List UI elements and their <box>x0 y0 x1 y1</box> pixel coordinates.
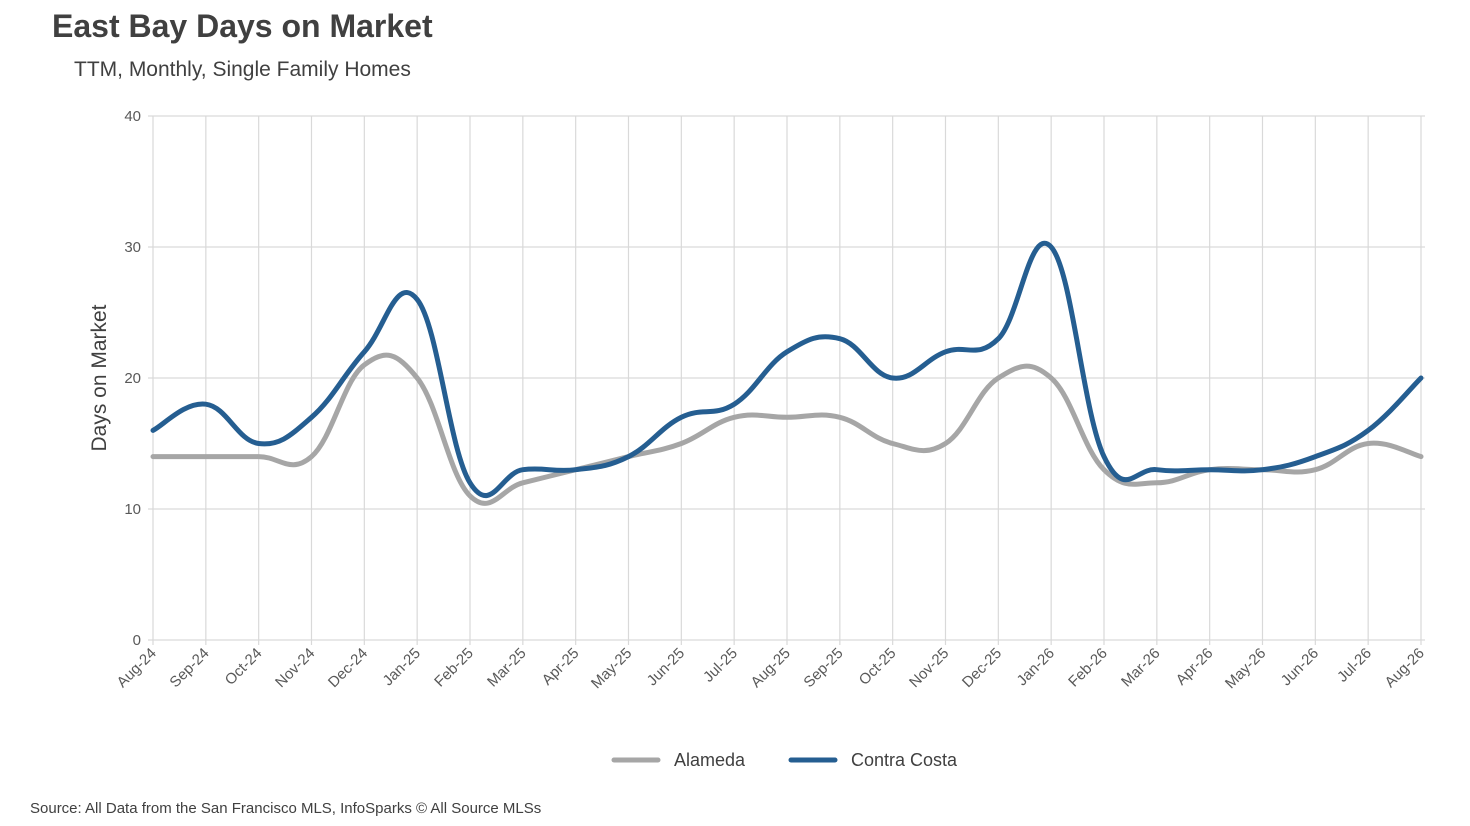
x-tick-label: Jun-26 <box>1278 645 1322 689</box>
series-line-contra-costa <box>150 241 1424 499</box>
x-tick-label: Jun-25 <box>644 645 688 689</box>
x-tick-label: Mar-25 <box>484 645 530 691</box>
y-tick-labels: 0 10 20 30 40 <box>124 108 141 649</box>
x-tick-label: Dec-24 <box>325 645 371 691</box>
x-tick-label: Jan-25 <box>380 645 424 689</box>
x-tick-labels: Aug-24 Sep-24 Oct-24 Nov-24 Dec-24 Jan-25 Feb-… <box>114 645 1428 692</box>
x-tick-label: Apr-26 <box>1173 645 1217 689</box>
chart-subtitle: TTM, Monthly, Single Family Homes <box>74 58 411 81</box>
x-tick-label: Aug-25 <box>748 645 794 691</box>
y-tick-label: 20 <box>124 370 141 387</box>
legend-label-contra-costa: Contra Costa <box>851 750 958 770</box>
y-tick-label: 40 <box>124 108 141 125</box>
legend-label-alameda: Alameda <box>674 750 746 770</box>
x-tick-label: Feb-25 <box>431 645 477 691</box>
x-tick-label: Jul-26 <box>1334 645 1375 686</box>
x-tick-label: Mar-26 <box>1118 645 1164 691</box>
line-chart: 0 10 20 30 40 Aug-24 Sep-24 Oct-24 Nov-24 Dec-24… <box>88 108 1428 770</box>
x-tick-label: May-25 <box>588 645 635 692</box>
x-tick-label: Apr-25 <box>539 645 583 689</box>
chart-title: East Bay Days on Market <box>52 8 433 44</box>
grid-lines <box>148 115 1425 645</box>
x-tick-label: Nov-24 <box>272 645 318 691</box>
x-tick-label: Sep-25 <box>800 645 846 691</box>
series-lines <box>150 241 1424 506</box>
x-tick-label: Aug-24 <box>114 645 160 691</box>
y-axis-title: Days on Market <box>88 304 111 451</box>
x-tick-label: Feb-26 <box>1065 645 1111 691</box>
x-tick-label: Jul-25 <box>700 645 741 686</box>
y-tick-label: 30 <box>124 239 141 256</box>
x-tick-label: Jan-26 <box>1014 645 1058 689</box>
y-tick-label: 0 <box>133 632 141 649</box>
x-tick-label: Oct-25 <box>856 645 900 689</box>
x-tick-label: Dec-25 <box>959 645 1005 691</box>
legend: Alameda Contra Costa <box>611 750 958 770</box>
source-note: Source: All Data from the San Francisco … <box>30 800 542 817</box>
y-tick-label: 10 <box>124 501 141 518</box>
x-tick-label: Oct-24 <box>222 645 266 689</box>
x-tick-label: May-26 <box>1222 645 1269 692</box>
x-tick-label: Nov-25 <box>906 645 952 691</box>
x-tick-label: Sep-24 <box>166 645 212 691</box>
x-tick-label: Aug-26 <box>1382 645 1428 691</box>
